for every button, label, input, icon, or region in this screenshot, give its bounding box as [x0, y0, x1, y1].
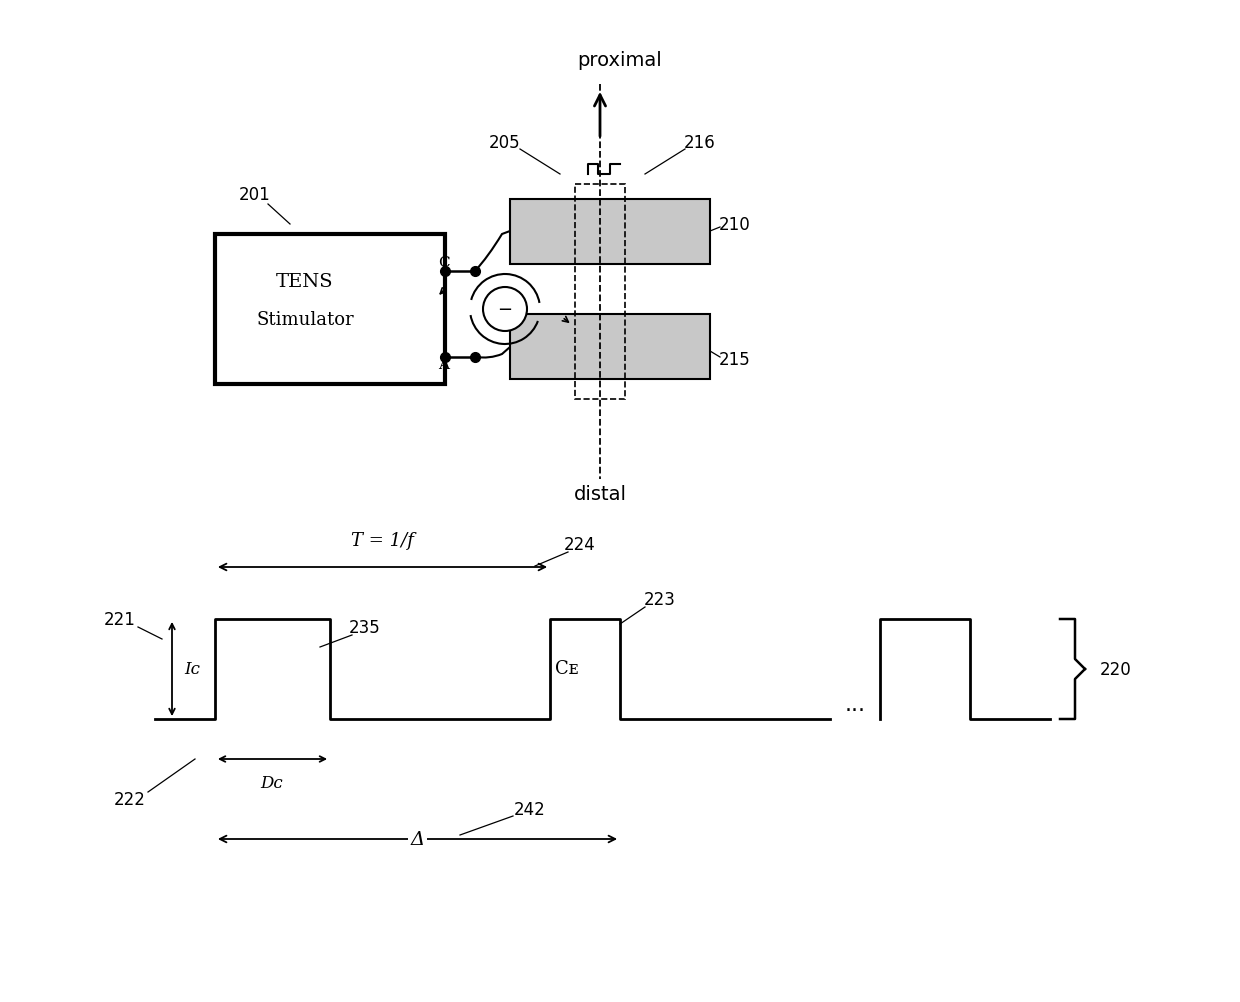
- Text: C: C: [438, 256, 450, 270]
- Text: Cᴇ: Cᴇ: [556, 659, 579, 677]
- Bar: [215, 234, 445, 385]
- Text: 201: 201: [239, 185, 270, 203]
- Text: 205: 205: [490, 134, 521, 152]
- Text: Δ: Δ: [410, 831, 424, 848]
- Text: A: A: [438, 358, 449, 372]
- Text: 216: 216: [684, 134, 715, 152]
- Text: 220: 220: [1100, 660, 1132, 678]
- Text: proximal: proximal: [578, 50, 662, 69]
- Text: 215: 215: [719, 351, 751, 369]
- Text: Iᴄ: Iᴄ: [184, 661, 200, 677]
- Bar: [510, 315, 711, 380]
- Text: distal: distal: [573, 485, 626, 504]
- Text: 224: 224: [564, 535, 596, 553]
- Text: Stimulator: Stimulator: [257, 311, 353, 329]
- Circle shape: [484, 288, 527, 332]
- Text: ...: ...: [844, 694, 866, 714]
- Text: TENS: TENS: [277, 273, 334, 291]
- Text: 242: 242: [515, 801, 546, 819]
- Text: −: −: [497, 301, 512, 319]
- Bar: [575, 184, 625, 400]
- Text: Dᴄ: Dᴄ: [260, 775, 283, 792]
- Text: 221: 221: [104, 610, 136, 628]
- Text: 222: 222: [114, 791, 146, 809]
- Text: 235: 235: [350, 618, 381, 636]
- Text: 210: 210: [719, 215, 751, 233]
- Bar: [510, 199, 711, 265]
- Text: T = 1/f: T = 1/f: [351, 531, 414, 549]
- Text: 223: 223: [644, 590, 676, 608]
